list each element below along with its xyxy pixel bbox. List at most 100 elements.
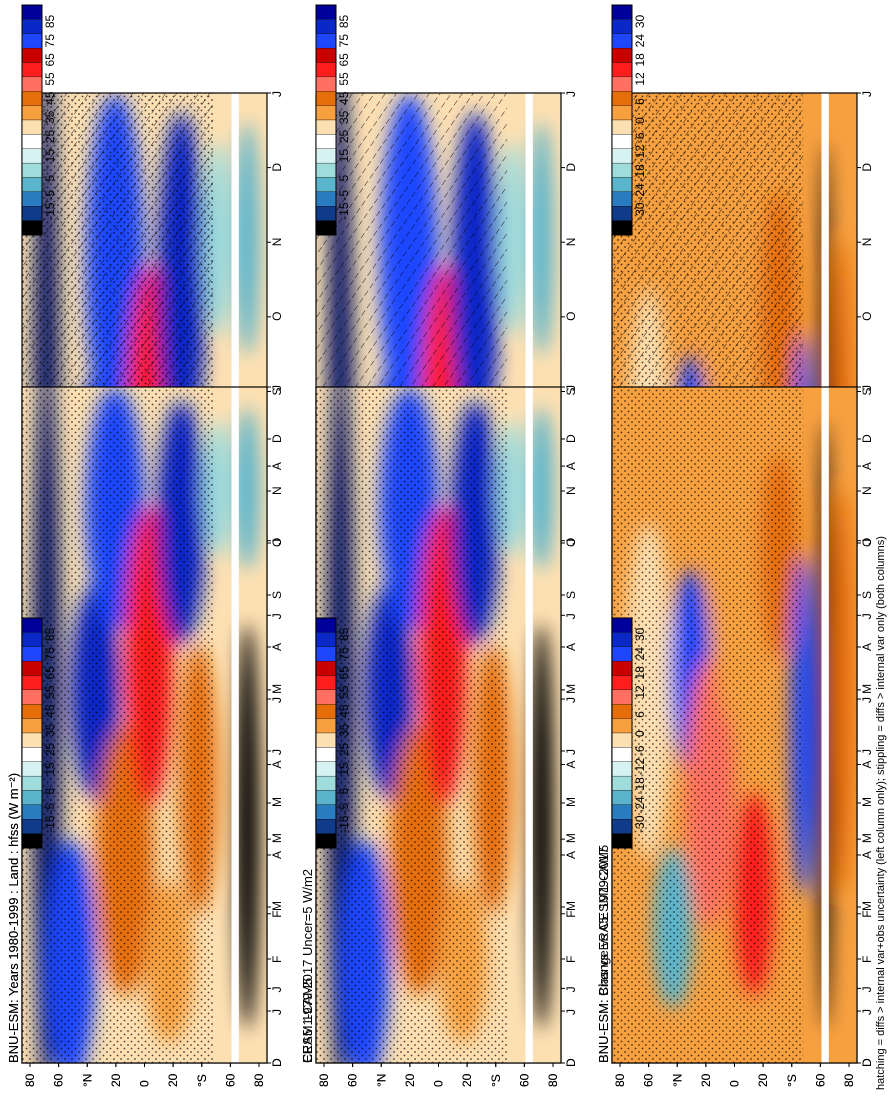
lat-tick-label: 80 [23, 1073, 37, 1087]
colorbar-tick-label: -18 [633, 777, 647, 795]
colorbar-swatch [315, 804, 337, 820]
month-tick-label: A [564, 761, 578, 769]
masked-band [231, 387, 239, 1063]
colorbar-swatch [315, 162, 337, 178]
masked-band [821, 387, 829, 1063]
colorbar-swatch [21, 675, 43, 691]
lat-tick-label: 20 [699, 1073, 713, 1087]
colorbar-swatch [21, 220, 43, 236]
colorbar-swatch [315, 747, 337, 762]
heatmap-region [529, 623, 554, 1030]
colorbar-swatch [611, 632, 633, 647]
month-tick-label: O [270, 312, 284, 321]
colorbar-tick-label: 35 [43, 110, 57, 124]
lat-tick-label: °S [785, 1074, 799, 1087]
lat-tick-label: 0 [432, 1080, 446, 1087]
colorbar-swatch [21, 660, 43, 676]
lat-tick-label: °N [80, 1074, 94, 1087]
month-tick-label: D [860, 163, 874, 172]
lat-tick-label: 60 [642, 1073, 656, 1087]
stippling-overlay [22, 387, 214, 1063]
colorbar-swatch [611, 19, 633, 34]
colorbar-swatch [315, 105, 337, 121]
month-tick-label: J [270, 613, 284, 619]
lat-tick-label: 80 [842, 1073, 856, 1087]
colorbar-swatch [21, 148, 43, 164]
month-tick-label: M [270, 797, 284, 807]
colorbar-tick-label: 75 [337, 647, 351, 661]
lat-tick-label: 80 [252, 1073, 266, 1087]
colorbar-swatch [611, 617, 633, 633]
month-tick-label: S [860, 591, 874, 599]
colorbar-tick-label: 6 [633, 98, 647, 105]
colorbar-tick-label: 12 [633, 72, 647, 86]
heatmap-region [529, 407, 554, 570]
colorbar-tick-label: 5 [43, 788, 57, 795]
colorbar-tick-label: 30 [633, 627, 647, 641]
colorbar-tick-label: 25 [337, 742, 351, 756]
colorbar-swatch [21, 804, 43, 820]
lat-tick-label: 20 [109, 1073, 123, 1087]
month-tick-label: M [564, 797, 578, 807]
lat-tick-label: 80 [613, 1073, 627, 1087]
month-tick-label: J [270, 749, 284, 755]
colorbar-swatch [315, 134, 337, 149]
colorbar-tick-label: 18 [633, 666, 647, 680]
heatmap-region [235, 122, 260, 355]
colorbar-tick-label: -30 [633, 815, 647, 833]
lat-tick-label: 80 [546, 1073, 560, 1087]
month-tick-label: N [564, 238, 578, 247]
colorbar-swatch [315, 148, 337, 164]
month-tick-label: A [564, 643, 578, 651]
lat-tick-label: 60 [52, 1073, 66, 1087]
lat-tick-label: °S [785, 1074, 799, 1087]
lat-tick-label: 80 [23, 1073, 37, 1087]
month-tick-label: J [270, 697, 284, 703]
month-tick-label: M [860, 684, 874, 694]
panel-4: 80 60 °N 20 0 20 °S 60 80DJFMAMJJASONDJCESM1-CAM… [300, 385, 578, 1087]
colorbar-tick-label: 15 [337, 762, 351, 776]
colorbar-swatch [611, 206, 633, 221]
month-tick-label: J [564, 749, 578, 755]
month-tick-label: J [564, 385, 578, 391]
heatmap-field [316, 387, 561, 1063]
month-tick-label: J [860, 749, 874, 755]
colorbar-swatch [21, 617, 43, 633]
month-tick-label: D [564, 1058, 578, 1067]
month-tick-label: J [860, 613, 874, 619]
lat-tick-label: 80 [252, 1073, 266, 1087]
colorbar-swatch [315, 761, 337, 777]
colorbar-swatch [611, 761, 633, 777]
colorbar-tick-label: 55 [43, 72, 57, 86]
lat-tick-label: 20 [460, 1073, 474, 1087]
lat-tick-label: 20 [699, 1073, 713, 1087]
colorbar-tick-label: 0 [633, 117, 647, 124]
month-tick-label: J [860, 697, 874, 703]
lat-tick-label: 0 [728, 1080, 742, 1087]
month-tick-label: S [860, 387, 874, 395]
colorbar-swatch [315, 718, 337, 734]
colorbar-swatch [21, 76, 43, 92]
panel-title: ERA5: 1979-2017 Uncer=5 W/m2 [300, 869, 315, 1063]
month-tick-label: J [270, 1009, 284, 1015]
month-tick-label: A [270, 761, 284, 769]
colorbar-swatch [21, 62, 43, 78]
month-tick-label: M [270, 901, 284, 911]
colorbar-swatch [315, 632, 337, 647]
colorbar-tick-label: 15 [337, 149, 351, 163]
colorbar-swatch [21, 206, 43, 221]
colorbar-swatch [21, 19, 43, 34]
masked-band [525, 387, 533, 1063]
month-tick-label: O [860, 312, 874, 321]
heatmap-region [235, 407, 260, 570]
month-tick-label: N [860, 486, 874, 495]
colorbar-tick-label: 85 [43, 627, 57, 641]
lat-tick-label: 20 [166, 1073, 180, 1087]
lat-tick-label: °N [80, 1074, 94, 1087]
colorbar-swatch [611, 177, 633, 193]
colorbar-tick-label: 6 [633, 711, 647, 718]
colorbar-tick-label: 24 [633, 34, 647, 48]
colorbar-tick-label: 85 [337, 14, 351, 28]
colorbar-tick-label: 30 [633, 14, 647, 28]
